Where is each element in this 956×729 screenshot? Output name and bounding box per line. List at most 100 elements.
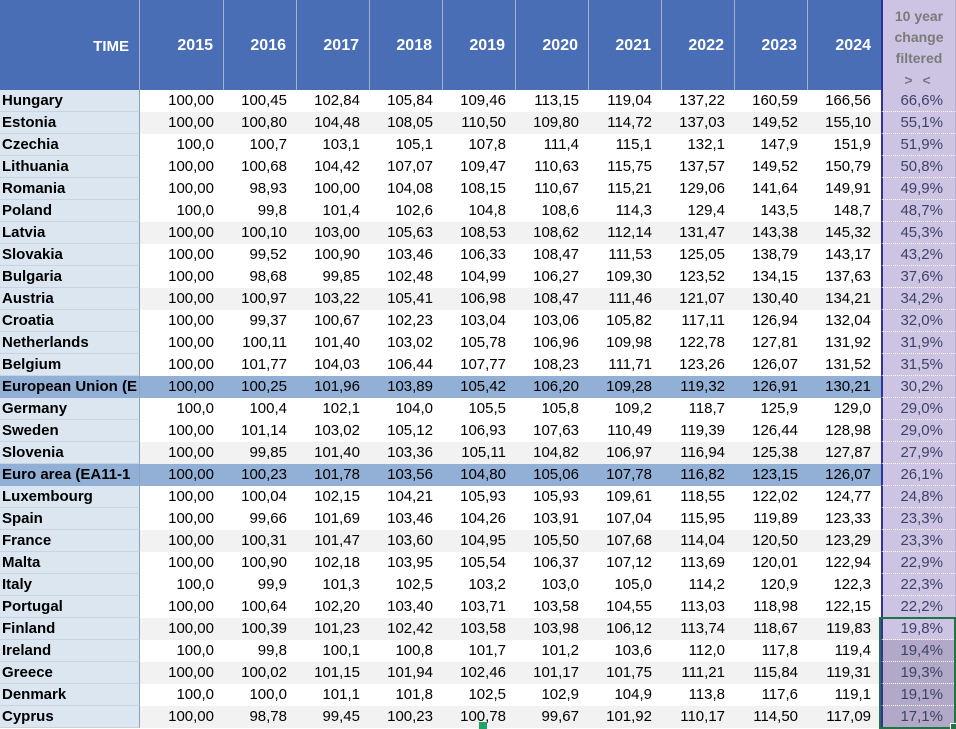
value-cell[interactable]: 109,47 [443, 156, 516, 178]
value-cell[interactable]: 109,80 [516, 112, 589, 134]
value-cell[interactable]: 100,23 [370, 706, 443, 728]
value-cell[interactable]: 109,2 [589, 398, 662, 420]
value-cell[interactable]: 126,44 [735, 420, 808, 442]
value-cell[interactable]: 106,37 [516, 552, 589, 574]
value-cell[interactable]: 110,67 [516, 178, 589, 200]
row-label[interactable]: Poland [0, 200, 140, 222]
value-cell[interactable]: 122,15 [808, 596, 881, 618]
value-cell[interactable]: 119,31 [808, 662, 881, 684]
value-cell[interactable]: 98,68 [224, 266, 297, 288]
value-cell[interactable]: 100,23 [224, 464, 297, 486]
value-cell[interactable]: 114,72 [589, 112, 662, 134]
change-cell[interactable]: 48,7% [881, 200, 956, 222]
year-header[interactable]: 2020 [516, 0, 589, 92]
value-cell[interactable]: 100,0 [140, 640, 224, 662]
value-cell[interactable]: 101,3 [297, 574, 370, 596]
value-cell[interactable]: 100,00 [140, 112, 224, 134]
value-cell[interactable]: 102,48 [370, 266, 443, 288]
change-cell[interactable]: 49,9% [881, 178, 956, 200]
row-label[interactable]: European Union (E [0, 376, 140, 398]
value-cell[interactable]: 104,08 [370, 178, 443, 200]
value-cell[interactable]: 112,0 [662, 640, 735, 662]
value-cell[interactable]: 110,49 [589, 420, 662, 442]
value-cell[interactable]: 118,67 [735, 618, 808, 640]
row-label[interactable]: Sweden [0, 420, 140, 442]
value-cell[interactable]: 108,05 [370, 112, 443, 134]
change-cell[interactable]: 37,6% [881, 266, 956, 288]
time-column-header[interactable]: TIME [0, 0, 140, 92]
value-cell[interactable]: 104,42 [297, 156, 370, 178]
value-cell[interactable]: 99,37 [224, 310, 297, 332]
row-label[interactable]: Czechia [0, 134, 140, 156]
value-cell[interactable]: 107,63 [516, 420, 589, 442]
value-cell[interactable]: 102,1 [297, 398, 370, 420]
change-cell[interactable]: 23,3% [881, 530, 956, 552]
value-cell[interactable]: 111,71 [589, 354, 662, 376]
value-cell[interactable]: 126,94 [735, 310, 808, 332]
value-cell[interactable]: 106,20 [516, 376, 589, 398]
value-cell[interactable]: 103,89 [370, 376, 443, 398]
value-cell[interactable]: 104,82 [516, 442, 589, 464]
value-cell[interactable]: 100,68 [224, 156, 297, 178]
value-cell[interactable]: 103,98 [516, 618, 589, 640]
value-cell[interactable]: 101,94 [370, 662, 443, 684]
value-cell[interactable]: 101,8 [370, 684, 443, 706]
value-cell[interactable]: 103,46 [370, 244, 443, 266]
value-cell[interactable]: 119,39 [662, 420, 735, 442]
value-cell[interactable]: 106,96 [516, 332, 589, 354]
value-cell[interactable]: 105,54 [443, 552, 516, 574]
value-cell[interactable]: 107,04 [589, 508, 662, 530]
value-cell[interactable]: 100,00 [140, 530, 224, 552]
row-label[interactable]: Italy [0, 574, 140, 596]
value-cell[interactable]: 100,00 [140, 244, 224, 266]
change-cell[interactable]: 31,5% [881, 354, 956, 376]
value-cell[interactable]: 100,00 [140, 376, 224, 398]
value-cell[interactable]: 100,00 [140, 618, 224, 640]
value-cell[interactable]: 101,40 [297, 332, 370, 354]
value-cell[interactable]: 125,05 [662, 244, 735, 266]
row-label[interactable]: Malta [0, 552, 140, 574]
value-cell[interactable]: 118,55 [662, 486, 735, 508]
value-cell[interactable]: 105,8 [516, 398, 589, 420]
value-cell[interactable]: 114,50 [735, 706, 808, 728]
value-cell[interactable]: 103,02 [370, 332, 443, 354]
value-cell[interactable]: 121,07 [662, 288, 735, 310]
value-cell[interactable]: 149,91 [808, 178, 881, 200]
value-cell[interactable]: 104,26 [443, 508, 516, 530]
value-cell[interactable]: 105,50 [516, 530, 589, 552]
change-cell[interactable]: 22,9% [881, 552, 956, 574]
value-cell[interactable]: 119,83 [808, 618, 881, 640]
row-label[interactable]: Romania [0, 178, 140, 200]
row-label[interactable]: Croatia [0, 310, 140, 332]
value-cell[interactable]: 100,00 [140, 288, 224, 310]
value-cell[interactable]: 100,90 [297, 244, 370, 266]
value-cell[interactable]: 105,41 [370, 288, 443, 310]
value-cell[interactable]: 101,15 [297, 662, 370, 684]
value-cell[interactable]: 131,52 [808, 354, 881, 376]
value-cell[interactable]: 111,21 [662, 662, 735, 684]
value-cell[interactable]: 104,21 [370, 486, 443, 508]
value-cell[interactable]: 130,21 [808, 376, 881, 398]
value-cell[interactable]: 114,04 [662, 530, 735, 552]
year-header[interactable]: 2018 [370, 0, 443, 92]
value-cell[interactable]: 102,9 [516, 684, 589, 706]
value-cell[interactable]: 122,02 [735, 486, 808, 508]
value-cell[interactable]: 103,60 [370, 530, 443, 552]
value-cell[interactable]: 155,10 [808, 112, 881, 134]
value-cell[interactable]: 99,45 [297, 706, 370, 728]
value-cell[interactable]: 105,93 [443, 486, 516, 508]
year-header[interactable]: 2023 [735, 0, 808, 92]
value-cell[interactable]: 114,3 [589, 200, 662, 222]
value-cell[interactable]: 103,46 [370, 508, 443, 530]
value-cell[interactable]: 137,22 [662, 90, 735, 112]
change-cell[interactable]: 45,3% [881, 222, 956, 244]
value-cell[interactable]: 102,6 [370, 200, 443, 222]
value-cell[interactable]: 143,17 [808, 244, 881, 266]
value-cell[interactable]: 118,98 [735, 596, 808, 618]
value-cell[interactable]: 100,00 [140, 178, 224, 200]
value-cell[interactable]: 128,98 [808, 420, 881, 442]
value-cell[interactable]: 105,0 [589, 574, 662, 596]
value-cell[interactable]: 103,71 [443, 596, 516, 618]
value-cell[interactable]: 141,64 [735, 178, 808, 200]
change-column-header[interactable]: 10 year change filtered > < [881, 0, 956, 92]
